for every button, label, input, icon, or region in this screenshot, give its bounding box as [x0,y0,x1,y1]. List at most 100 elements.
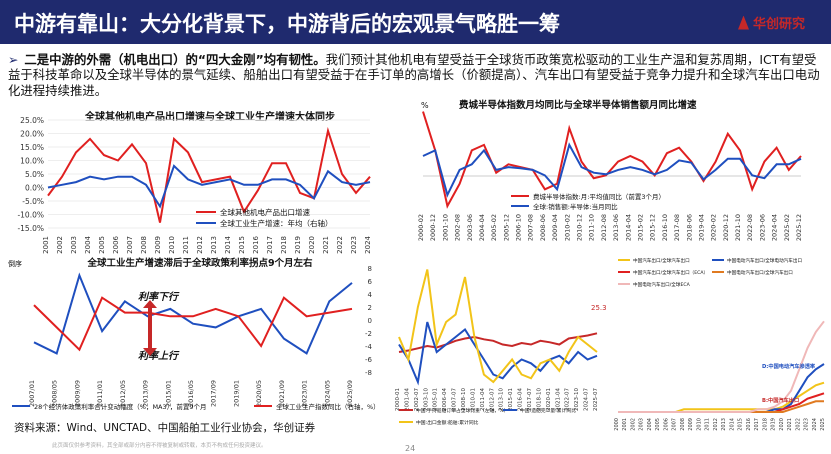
x-tick-label: 2011-10 [588,214,596,241]
x-tick-label: 2009 [688,418,694,431]
chart-semiconductor: % 费城半导体指数月均同比与全球半导体销售额月同比增速 2000-02 2000-12… [417,99,803,241]
y-tick-label: -10.0% [17,211,44,220]
chart-title: 全球工业生产增速滞后于全球政策利率拐点9个月左右 [86,257,313,269]
series-line-0 [33,272,353,355]
x-tick-label: 2023/01 [301,380,309,407]
x-tick-label: 2016-10 [661,214,669,241]
x-tick-label: 2024 [364,235,372,253]
x-tick-label: 2020-12 [722,214,730,241]
x-tick-label: 2013-10 [499,388,505,411]
series-line-1 [47,164,371,209]
arrow-icon: ➢ [8,52,19,67]
brand-logo: 华创研究 [738,13,805,32]
y-tick-label: 25.0% [20,116,44,125]
y-tick-label: -15.0% [17,224,44,233]
series-line-0 [422,111,802,209]
y-tick-label: -6 [365,356,373,364]
y-axis-unit: % [421,101,429,110]
x-tick-label: 2015-02 [636,214,644,241]
legend-label: 全球工业生产增速：年均（右轴） [220,218,333,228]
x-tick-label: 2017 [754,418,760,431]
source-note: 资料来源：Wind、UNCTAD、中国船舶工业行业协会，华创证券 [14,422,316,434]
y-tick-label: 4 [368,291,373,299]
x-tick-label: 2006-10 [515,214,523,241]
x-tick-label: 2018 [762,418,768,431]
x-tick-label: 2013/09 [142,380,150,407]
x-tick-label: 2004 [84,235,92,253]
x-tick-label: 2014-04 [624,214,632,241]
x-tick-label: 2016 [252,235,260,253]
x-tick-label: 2004-04 [478,214,486,241]
x-tick-label: 2007/01 [28,380,36,407]
x-tick-label: 2022 [336,236,344,254]
x-tick-label: 2025-12 [795,214,803,241]
x-tick-label: 2022-07 [565,388,571,411]
page-number: 24 [405,444,416,453]
y-axis-unit: 倒序 [8,259,22,268]
series-line-1 [33,296,353,352]
x-tick-label: 2014 [224,235,232,253]
x-tick-label: 2000-12 [429,214,437,241]
y-tick-label: 0.0% [25,184,44,193]
x-tick-label: 2020 [779,418,785,431]
x-tick-label: 2021-04 [555,388,561,411]
legend-label: 中国汽车出口/全球汽车出口 [633,257,690,264]
x-tick-label: 2023-06 [758,214,766,241]
x-tick-label: 2010-02 [563,214,571,241]
legend-label: 中国:出口金额:船舶:累计同比 [416,419,479,426]
annotation-rate-up: 利率上行 [138,350,180,362]
x-tick-label: 2005 [655,418,661,431]
x-tick-label: 2012 [713,418,719,431]
y-tick-label: 0 [368,317,372,325]
x-tick-label: 2019-04 [697,214,705,241]
page-title: 中游有靠山：大分化背景下，中游背后的宏观景气略胜一筹 [14,12,560,36]
x-tick-label: 2003-06 [466,214,474,241]
x-tick-label: 2007-07 [452,388,458,411]
x-tick-label: 2015 [238,236,246,254]
x-tick-label: 2013 [721,418,727,431]
x-tick-label: 2024-07 [584,388,590,411]
x-tick-label: 2009/09 [73,380,81,407]
x-tick-label: 2013 [210,236,218,254]
annotation-export: B:中国汽车出口 [762,396,799,404]
y-tick-label: 20.0% [20,130,44,139]
x-tick-label: 2020-01 [546,388,552,411]
x-tick-label: 2023 [804,418,810,431]
y-tick-label: 2 [368,304,372,312]
series-line-2 [398,269,598,384]
x-tick-label: 2007 [672,418,678,431]
x-tick-label: 2020 [308,236,316,254]
y-tick-label: -4 [365,343,373,351]
x-tick-label: 2018-06 [685,214,693,241]
x-tick-label: 2024-04 [771,214,779,241]
legend-label: 费城半导体指数:月:平均值同比（前置3个月） [533,192,665,201]
series-line-1 [422,142,802,198]
x-tick-label: 2025 [820,418,826,431]
disclaimer: 此页面仅供参考资料，其全部或部分内容不得被复制或转载，本页不构成任何投资建议。 [52,443,267,449]
y-tick-label: 8 [368,265,372,273]
x-tick-label: 2003-10 [423,388,429,411]
x-tick-label: 2015-12 [649,214,657,241]
x-tick-label: 2013-06 [612,214,620,241]
series-line-1 [398,321,598,386]
x-tick-label: 2008 [140,236,148,254]
x-tick-label: 2023 [350,236,358,254]
y-tick-label: 5.0% [25,170,44,179]
x-tick-label: 2016-04 [518,388,524,411]
x-tick-label: 2016/05 [187,380,195,407]
x-tick-label: 2009 [154,236,162,254]
x-tick-label: 2011/01 [96,380,104,407]
x-tick-label: 2025-02 [783,214,791,241]
x-tick-label: 2021/09 [278,380,286,407]
arrow-down-icon [143,348,157,356]
x-tick-label: 2002-07 [414,388,420,411]
x-tick-label: 2025/09 [346,380,354,407]
series-line-0 [47,126,371,223]
y-tick-label: -8 [365,369,372,377]
annotation-rate-down: 利率下行 [138,291,180,303]
y-tick-label: 10.0% [20,157,44,166]
y-tick-label: -5.0% [22,197,44,206]
chart-policy-rate: 全球工业生产增速滞后于全球政策利率拐点9个月左右 倒序 8 6 4 2 0 -2 -4 -6 -8 利… [8,257,380,411]
x-tick-label: 2012-07 [489,388,495,411]
bullet-body: 我们预计其他机电有望受益于全球货币政策宽松驱动的工业生产温和复苏周期，ICT有望… [8,52,820,98]
